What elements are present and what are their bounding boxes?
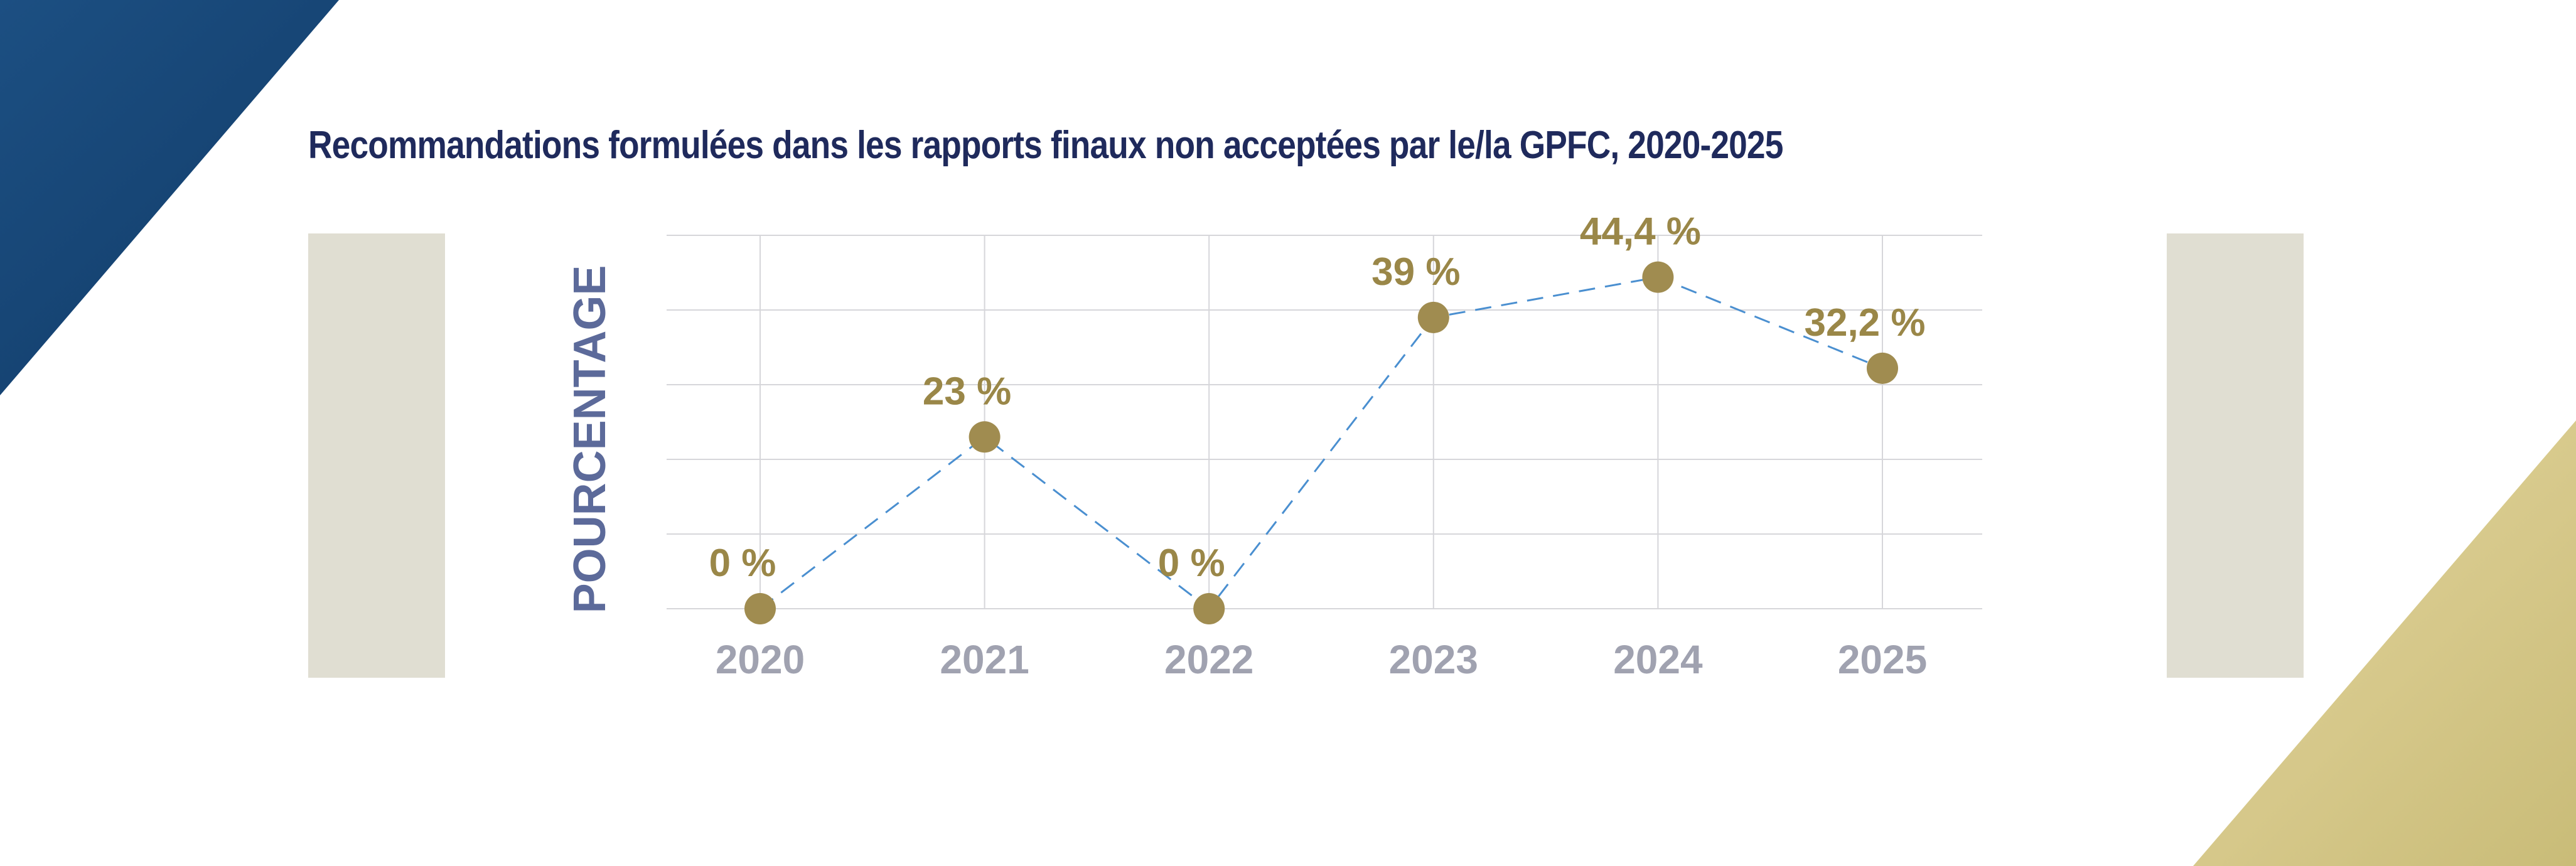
data-point: [1867, 352, 1898, 384]
x-tick-label: 2020: [716, 637, 805, 682]
x-tick-label: 2023: [1389, 637, 1478, 682]
data-point: [1642, 261, 1674, 293]
chart-title: Recommandations formulées dans les rappo…: [308, 124, 1783, 167]
data-point: [1193, 593, 1225, 624]
data-label: 32,2 %: [1804, 301, 1925, 345]
data-label: 44,4 %: [1580, 210, 1701, 254]
data-label: 39 %: [1371, 250, 1460, 294]
side-panel-left: [308, 233, 445, 678]
data-label: 23 %: [923, 370, 1011, 413]
data-point: [744, 593, 776, 624]
side-panel-right: [2167, 233, 2304, 678]
x-tick-label: 2024: [1613, 637, 1703, 682]
data-point: [1417, 301, 1449, 333]
x-tick-label: 2022: [1164, 637, 1253, 682]
x-tick-label: 2021: [940, 637, 1029, 682]
data-label: 0 %: [709, 542, 776, 585]
data-label: 0 %: [1158, 542, 1225, 585]
data-point: [969, 421, 1001, 453]
x-tick-label: 2025: [1838, 637, 1927, 682]
series-line: [759, 276, 1883, 611]
